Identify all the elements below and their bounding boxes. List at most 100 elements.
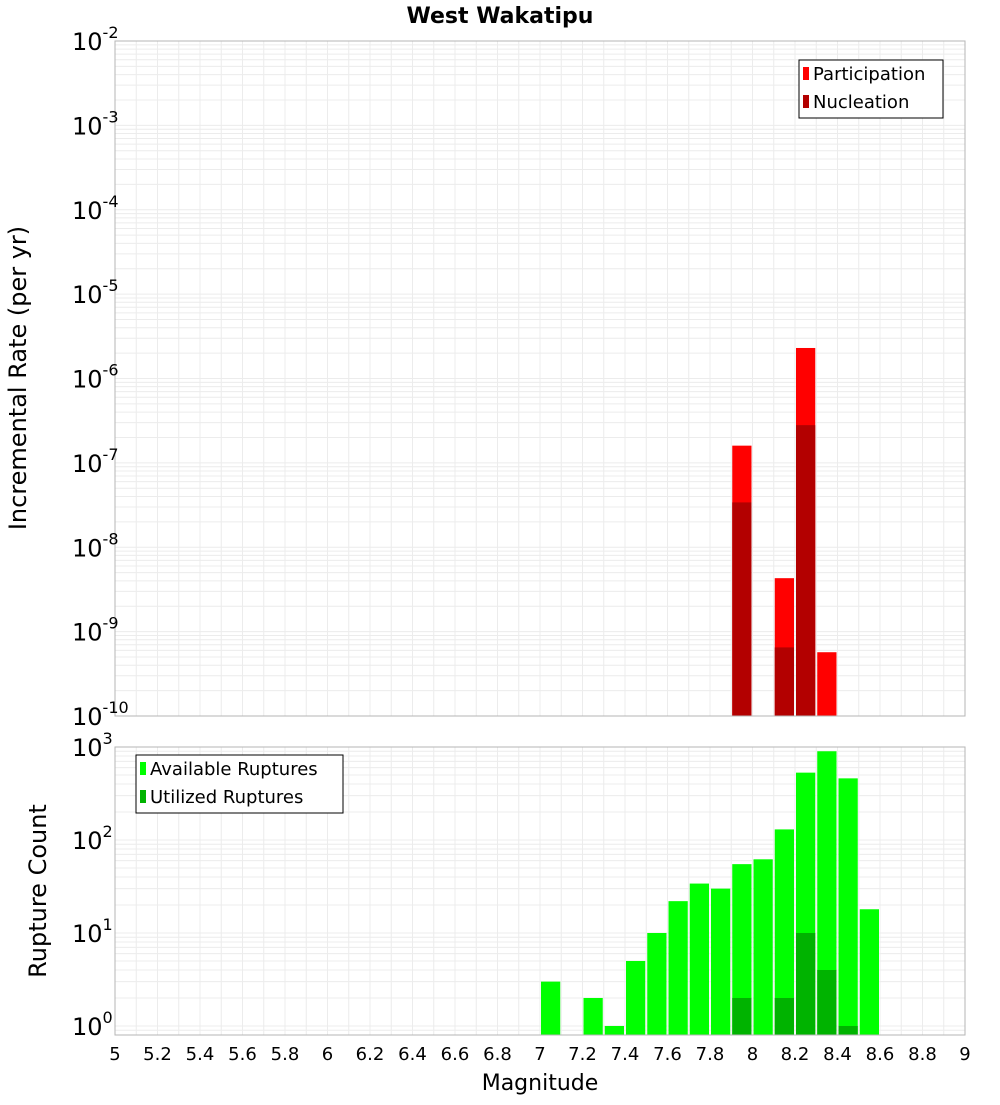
legend-label: Utilized Ruptures [150, 787, 303, 808]
bar [817, 652, 837, 716]
x-tick-label: 7.2 [568, 1044, 597, 1065]
x-tick-label: 7.8 [696, 1044, 725, 1065]
bar [689, 883, 709, 1035]
bar [774, 647, 794, 716]
bar [583, 997, 603, 1035]
x-tick-label: 5.4 [186, 1044, 215, 1065]
x-tick-label: 8.8 [908, 1044, 937, 1065]
bar [838, 778, 858, 1035]
bar [753, 859, 773, 1035]
legend-swatch [803, 95, 809, 108]
y-tick-exponent: -9 [103, 614, 119, 633]
y-tick-exponent: 0 [103, 1008, 113, 1027]
y-tick-label: 103 [72, 729, 113, 762]
y-tick-exponent: -6 [103, 361, 119, 380]
y-tick-base: 10 [72, 703, 103, 731]
plot-frame [114, 746, 966, 1036]
y-tick-label: 10-3 [72, 107, 119, 140]
y-tick-exponent: -5 [103, 276, 119, 295]
bar [774, 829, 794, 1035]
bar [796, 932, 816, 1035]
plot-frame [114, 40, 966, 717]
y-tick-exponent: -7 [103, 445, 119, 464]
y-tick-base: 10 [72, 1013, 103, 1041]
x-tick-label: 8.6 [866, 1044, 895, 1065]
legend-swatch [140, 762, 146, 775]
bottom-y-axis-label: Rupture Count [24, 804, 52, 978]
y-tick-exponent: 3 [103, 729, 113, 748]
bar [817, 969, 837, 1035]
legend-label: Nucleation [813, 92, 909, 113]
top-y-axis-label: Incremental Rate (per yr) [4, 226, 32, 530]
chart-title: West Wakatipu [407, 4, 594, 29]
bar [859, 909, 879, 1035]
y-tick-base: 10 [72, 112, 103, 140]
y-tick-base: 10 [72, 281, 103, 309]
x-tick-label: 5.8 [271, 1044, 300, 1065]
bar [817, 751, 837, 1035]
x-tick-label: 5.2 [143, 1044, 172, 1065]
series-available-ruptures [541, 751, 879, 1035]
bar [732, 502, 752, 716]
x-tick-label: 6.4 [398, 1044, 427, 1065]
y-tick-base: 10 [72, 827, 103, 855]
bar [774, 997, 794, 1035]
y-tick-exponent: -8 [103, 529, 119, 548]
y-tick-base: 10 [72, 366, 103, 394]
x-tick-label: 5 [109, 1044, 120, 1065]
y-tick-exponent: -2 [103, 23, 119, 42]
y-tick-label: 10-7 [72, 445, 119, 478]
x-tick-label: 8 [747, 1044, 758, 1065]
series-nucleation [732, 425, 816, 716]
bar [711, 888, 731, 1035]
y-tick-base: 10 [72, 450, 103, 478]
x-tick-label: 7.4 [611, 1044, 640, 1065]
y-tick-label: 10-8 [72, 529, 119, 562]
grid [114, 40, 966, 717]
y-tick-exponent: -4 [103, 192, 119, 211]
x-tick-label: 9 [959, 1044, 970, 1065]
x-tick-label: 6.8 [483, 1044, 512, 1065]
bar [604, 1025, 624, 1035]
y-tick-exponent: -10 [103, 698, 129, 717]
y-tick-exponent: 2 [103, 822, 113, 841]
bar [647, 932, 667, 1035]
legend-swatch [140, 790, 146, 803]
y-tick-base: 10 [72, 197, 103, 225]
bar [796, 425, 816, 716]
series-utilized-ruptures [732, 932, 858, 1035]
x-tick-label: 7.6 [653, 1044, 682, 1065]
y-tick-label: 10-4 [72, 192, 119, 225]
y-tick-exponent: -3 [103, 107, 119, 126]
y-tick-base: 10 [72, 28, 103, 56]
x-tick-label: 8.2 [781, 1044, 810, 1065]
x-tick-label: 6.2 [356, 1044, 385, 1065]
legend-label: Available Ruptures [150, 759, 318, 780]
y-tick-label: 10-5 [72, 276, 119, 309]
bar [838, 1025, 858, 1035]
y-tick-base: 10 [72, 619, 103, 647]
y-tick-base: 10 [72, 920, 103, 948]
y-tick-label: 10-2 [72, 23, 119, 56]
legend-box [798, 59, 944, 119]
legend-swatch [803, 67, 809, 80]
x-tick-label: 6.6 [441, 1044, 470, 1065]
x-tick-label: 8.4 [823, 1044, 852, 1065]
legend: Available Ruptures Utilized Ruptures [135, 754, 344, 814]
legend: Participation Nucleation [798, 59, 944, 119]
bar [626, 960, 646, 1035]
y-tick-label: 10-6 [72, 361, 119, 394]
x-tick-label: 7 [534, 1044, 545, 1065]
legend-label: Participation [813, 64, 925, 85]
bar [732, 864, 752, 1035]
y-tick-exponent: 1 [103, 915, 113, 934]
bar [541, 981, 561, 1035]
x-tick-label: 6 [322, 1044, 333, 1065]
x-tick-label: 5.6 [228, 1044, 257, 1065]
y-tick-base: 10 [72, 534, 103, 562]
y-tick-label: 101 [72, 915, 113, 948]
x-axis-label: Magnitude [482, 1071, 599, 1096]
y-tick-label: 102 [72, 822, 113, 855]
